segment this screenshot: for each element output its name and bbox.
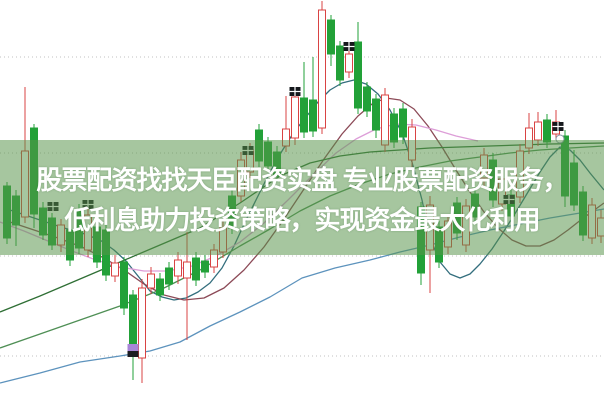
candle-body — [480, 154, 488, 179]
candle-body — [354, 41, 362, 109]
candle-body — [138, 287, 146, 359]
candle-body — [156, 278, 164, 296]
candle-body — [165, 267, 173, 285]
candle-body — [444, 220, 452, 248]
candle-body — [39, 207, 47, 236]
candle-body — [525, 127, 533, 149]
candle-body — [210, 249, 218, 268]
candle-body — [84, 214, 92, 251]
candle-body — [363, 86, 371, 112]
candle-body — [300, 97, 308, 133]
candle-body — [75, 209, 83, 249]
candle-body — [48, 217, 56, 246]
candle-body — [66, 229, 74, 261]
candle-body — [489, 159, 497, 201]
candle-body — [318, 9, 326, 129]
candle-body — [561, 135, 569, 197]
candle-body — [255, 129, 263, 162]
candle-body — [327, 19, 335, 55]
candle-body — [3, 185, 11, 239]
candle-body — [93, 226, 101, 263]
candle-body — [345, 53, 353, 73]
candle-body — [102, 229, 110, 276]
candle-body — [201, 260, 209, 273]
candle-body — [588, 204, 596, 239]
candle-body — [597, 217, 604, 237]
candle-body — [579, 191, 587, 236]
candle-body — [129, 294, 137, 353]
candle-body — [282, 128, 290, 147]
candle-body — [219, 227, 227, 253]
candle-body — [147, 273, 155, 289]
event-marker-icon — [127, 351, 139, 357]
candle-body — [264, 141, 272, 167]
candle-body — [435, 226, 443, 263]
candle-body — [111, 262, 119, 277]
candle-body — [471, 193, 479, 218]
candle-body — [183, 261, 191, 279]
candle-body — [516, 150, 524, 198]
candle-body — [462, 205, 470, 246]
event-marker-circle — [555, 134, 565, 144]
candle-body — [426, 204, 434, 251]
candle-body — [21, 150, 29, 218]
candle-body — [192, 257, 200, 281]
candle-body — [309, 99, 317, 132]
candle-body — [291, 96, 299, 139]
candle-body — [543, 119, 551, 143]
candle-body — [12, 195, 20, 226]
candle-body — [57, 224, 65, 246]
candle-body — [237, 159, 245, 197]
candle-body — [381, 94, 389, 146]
candle-body — [228, 195, 236, 229]
candle-body — [30, 127, 38, 215]
candle-body — [372, 98, 380, 131]
event-marker-icon — [127, 344, 139, 351]
candle-body — [273, 151, 281, 177]
candle-body — [570, 162, 578, 206]
candle-body — [174, 259, 182, 277]
candle-body — [390, 113, 398, 143]
candle-body — [336, 45, 344, 81]
candle-body — [120, 261, 128, 309]
candle-body — [408, 126, 416, 161]
candle-body — [534, 121, 542, 141]
candle-body — [399, 108, 407, 138]
candle-body — [417, 206, 425, 274]
candle-body — [453, 202, 461, 234]
